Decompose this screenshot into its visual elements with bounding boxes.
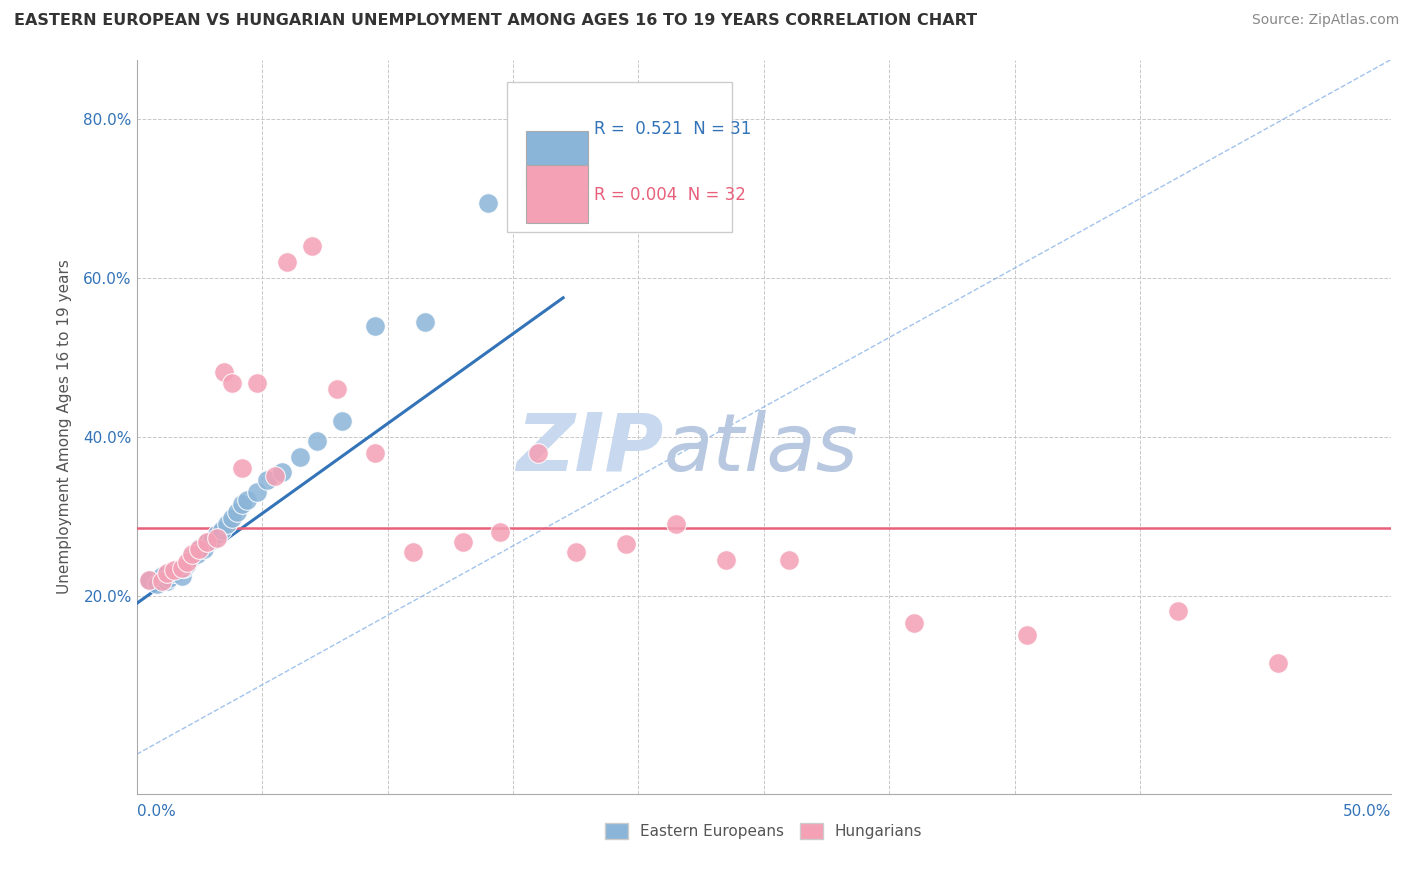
Point [156,566,179,581]
Point [564,545,586,559]
Point [665,517,688,532]
Point [527,445,550,459]
Point [489,524,512,539]
Point [326,382,349,396]
Point [553,192,575,206]
FancyBboxPatch shape [506,82,733,232]
Point [215,517,238,532]
Point [364,318,387,333]
Text: R = 0.004  N = 32: R = 0.004 N = 32 [595,186,747,204]
Point [221,376,243,390]
Point [271,466,294,480]
Y-axis label: Unemployment Among Ages 16 to 19 years: Unemployment Among Ages 16 to 19 years [58,260,72,594]
Point [163,563,186,577]
Point [288,450,311,464]
Point [246,485,269,500]
Point [166,563,188,577]
Point [205,526,228,541]
Point [150,574,173,589]
Text: R =  0.521  N = 31: R = 0.521 N = 31 [595,120,752,138]
Text: 50.0%: 50.0% [1343,804,1391,819]
FancyBboxPatch shape [526,131,588,188]
Point [263,469,285,483]
Point [231,497,253,511]
Point [714,553,737,567]
Text: atlas: atlas [664,409,858,488]
Point [163,566,186,581]
Point [157,571,180,585]
Point [201,533,224,547]
Point [413,315,436,329]
Point [903,616,925,631]
Point [364,445,387,459]
Text: Source: ZipAtlas.com: Source: ZipAtlas.com [1251,13,1399,28]
Point [180,547,202,561]
Point [211,524,233,538]
Point [176,555,198,569]
Point [195,534,218,549]
Text: ZIP: ZIP [516,409,664,488]
Point [188,542,211,557]
Legend: Eastern Europeans, Hungarians: Eastern Europeans, Hungarians [599,817,928,845]
Point [226,505,249,519]
Point [1167,604,1189,618]
Point [246,376,269,390]
Point [778,553,800,567]
Point [156,574,179,589]
Point [195,534,218,549]
Point [145,576,167,591]
Point [170,560,193,574]
Point [170,568,193,582]
Point [138,573,160,587]
Point [231,461,253,475]
Text: EASTERN EUROPEAN VS HUNGARIAN UNEMPLOYMENT AMONG AGES 16 TO 19 YEARS CORRELATION: EASTERN EUROPEAN VS HUNGARIAN UNEMPLOYME… [14,13,977,29]
Point [477,195,499,210]
Point [138,573,160,587]
Point [301,239,323,253]
Point [193,542,215,557]
Point [451,534,474,549]
Point [205,532,228,546]
Point [614,537,637,551]
Point [180,550,202,565]
Point [173,560,195,574]
Point [1267,656,1289,670]
Point [221,510,243,524]
Point [186,547,208,561]
Point [256,474,278,488]
Point [236,493,259,508]
Point [332,414,354,428]
Point [176,557,198,571]
Text: 0.0%: 0.0% [136,804,176,819]
Point [276,255,298,269]
Point [188,541,211,555]
Point [150,568,173,582]
Point [307,434,329,448]
Point [1017,628,1039,642]
FancyBboxPatch shape [526,165,588,223]
Point [214,365,236,379]
Point [401,545,423,559]
